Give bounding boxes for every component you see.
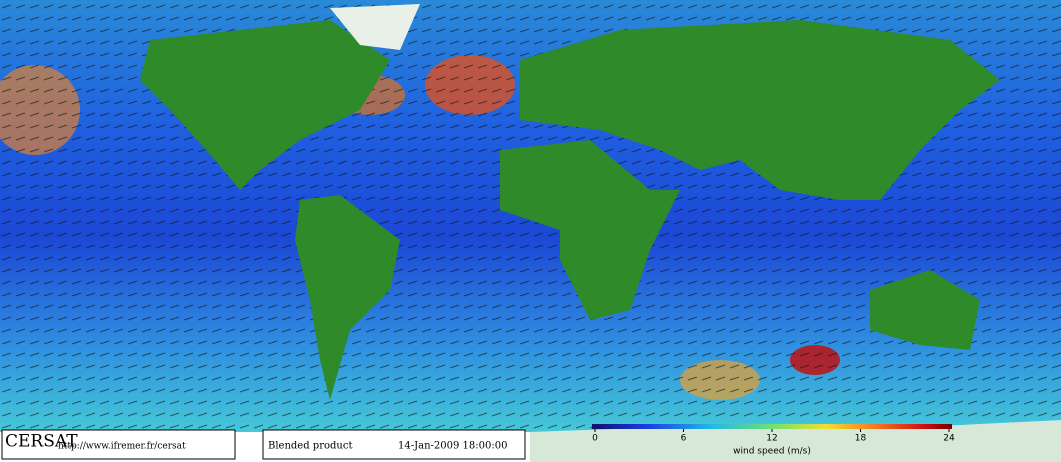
product: Blended product <box>268 441 352 452</box>
date: 14-Jan-2009 18:00:00 <box>398 441 507 452</box>
url: http://www.ifremer.fr/cersat <box>58 442 186 452</box>
colorbar-tick-label: 24 <box>943 434 955 444</box>
colorbar-label: wind speed (m/s) <box>733 447 811 457</box>
colorbar <box>592 424 952 429</box>
colorbar-tick-label: 6 <box>681 434 687 444</box>
logo: CERSAT <box>5 432 78 452</box>
colorbar-tick-label: 0 <box>592 434 598 444</box>
colorbar-tick-label: 12 <box>766 434 777 444</box>
logo-box <box>1 429 236 460</box>
colorbar-tick-label: 18 <box>855 434 867 444</box>
land <box>140 4 1061 462</box>
info-box <box>262 429 526 460</box>
